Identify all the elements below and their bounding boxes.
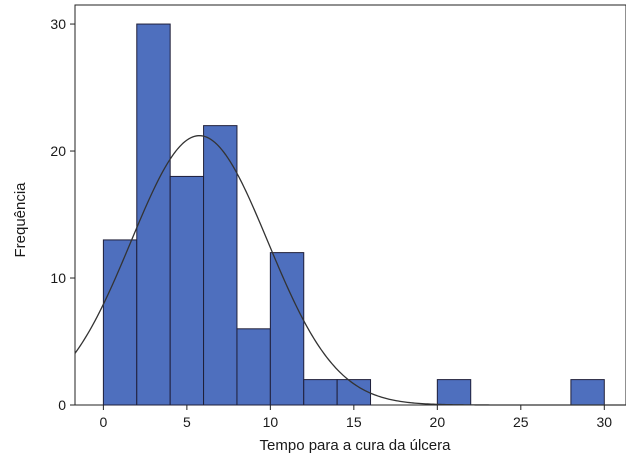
y-tick-label-10: 10 <box>50 270 66 286</box>
y-axis-ticks: 0 10 20 30 <box>50 16 75 413</box>
y-tick-label-30: 30 <box>50 16 66 32</box>
normal-curve <box>74 134 626 406</box>
y-tick-label-20: 20 <box>50 143 66 159</box>
x-tick-label-5: 5 <box>183 414 191 430</box>
x-tick-label-25: 25 <box>513 414 529 430</box>
histogram-bar-5 <box>269 252 305 406</box>
histogram-bar-4 <box>236 328 271 406</box>
x-tick-label-0: 0 <box>99 414 107 430</box>
x-axis-label: Tempo para a cura da úlcera <box>260 437 452 454</box>
y-tick-label-0: 0 <box>58 397 66 413</box>
histogram-bar-2 <box>169 175 205 406</box>
histogram-bar-8 <box>436 379 472 406</box>
y-axis-label: Frequência <box>12 182 29 258</box>
histogram-bar-0 <box>102 239 138 406</box>
histogram-bar-3 <box>203 125 238 406</box>
histogram-bar-9 <box>570 379 605 406</box>
x-tick-label-30: 30 <box>597 414 613 430</box>
x-tick-label-15: 15 <box>346 414 362 430</box>
histogram-bar-6 <box>303 379 338 406</box>
x-axis-ticks: 0 5 10 15 20 25 30 <box>99 405 612 430</box>
x-tick-label-20: 20 <box>430 414 446 430</box>
x-tick-label-10: 10 <box>263 414 279 430</box>
